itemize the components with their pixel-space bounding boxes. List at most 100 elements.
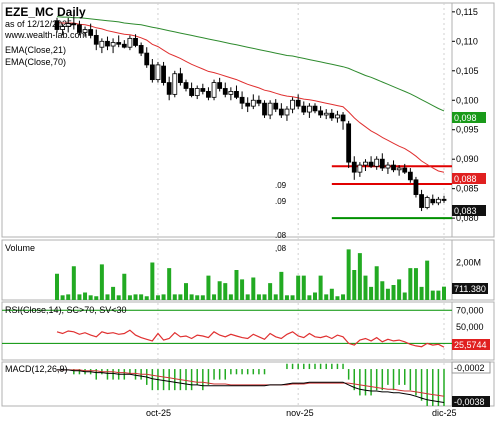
volume-bar: [133, 294, 138, 300]
price-panel: [54, 14, 452, 220]
candle-body: [77, 24, 82, 33]
price-tick-label: 0,090: [456, 154, 479, 164]
macd-value-tag: -0,0002: [451, 361, 491, 374]
volume-bar: [385, 288, 390, 300]
price-tick-label: 0,080: [456, 213, 479, 223]
close-tag-bg: [452, 205, 486, 216]
volume-bar: [324, 294, 329, 300]
volume-bar: [363, 275, 368, 300]
candle-body: [206, 91, 211, 98]
ema21-tag-text: 0,088: [454, 174, 477, 184]
volume-bar: [178, 294, 183, 300]
close-tag-text: 0,083: [454, 206, 477, 216]
candle-body: [211, 82, 217, 98]
candle-body: [413, 179, 419, 195]
panel-frame-0: [1, 2, 495, 238]
rsi-tag-text: 25,5744: [454, 340, 487, 350]
volume-bar: [307, 295, 312, 300]
candle-body: [273, 102, 279, 110]
candle-body: [189, 88, 195, 96]
volume-bar: [189, 294, 194, 300]
ema70-value-tag: 0,098: [452, 112, 486, 123]
candle-body: [82, 29, 88, 33]
candle-body: [335, 114, 340, 119]
macd-signal-line: [57, 369, 445, 397]
volume-bar: [71, 266, 76, 300]
candle-body: [127, 37, 133, 48]
ema21-value-tag: 0,088: [452, 173, 486, 184]
volume-bar: [223, 283, 228, 300]
volume-bar: [94, 296, 99, 300]
macd-tag-text: -0,0002: [454, 363, 485, 373]
candle-body: [295, 99, 301, 107]
candle-body: [391, 164, 396, 171]
volume-bar: [284, 295, 289, 300]
volume-bar: [155, 295, 160, 300]
candle-body: [155, 64, 161, 81]
volume-bar: [240, 279, 245, 300]
volume-bar: [341, 294, 346, 300]
macd-signal-tag-text: -0,0038: [454, 397, 485, 407]
panel-frames: [1, 2, 495, 407]
site-url: www.wealth-lab.com: [4, 30, 87, 40]
volume-bar: [200, 295, 205, 300]
candle-body: [385, 164, 391, 169]
price-tick-label: 0,100: [456, 95, 479, 105]
candle-body: [54, 20, 60, 30]
volume-bar: [127, 295, 132, 300]
candle-body: [177, 73, 183, 83]
volume-bar: [262, 294, 267, 300]
candle-body: [368, 161, 374, 167]
candle-body: [284, 108, 290, 116]
volume-bar: [335, 296, 340, 300]
volume-bar: [66, 294, 71, 300]
volume-bar: [296, 275, 301, 300]
ema70-line: [56, 16, 445, 112]
volume-bar: [301, 275, 306, 300]
candle-body: [166, 82, 172, 95]
price-left-label-3: .08: [275, 231, 287, 240]
candle-body: [379, 158, 385, 169]
candle-body: [290, 99, 295, 110]
volume-bar: [161, 294, 166, 300]
volume-bar: [408, 268, 413, 300]
candle-body: [312, 105, 318, 112]
candle-body: [318, 110, 324, 116]
rsi-value-tag: 25,5744: [452, 339, 490, 350]
volume-bar: [150, 262, 155, 300]
candle-body: [60, 26, 66, 30]
candle-body: [407, 171, 413, 181]
candle-body: [357, 164, 363, 173]
grid-lines: [157, 3, 445, 406]
candle-body: [351, 161, 357, 173]
volume-tag-text: 711.380: [454, 284, 486, 294]
volume-bar: [419, 286, 424, 300]
price-tick-label: 0,105: [456, 66, 479, 76]
macd-line: [57, 369, 445, 403]
volume-bar: [234, 270, 239, 300]
volume-bar: [105, 294, 110, 300]
candle-body: [441, 198, 447, 201]
rsi-panel-label: RSI(Close,14), SC>70, SV<30: [5, 305, 127, 315]
candle-body: [245, 102, 251, 107]
candle-body: [430, 198, 436, 204]
volume-bar: [346, 249, 351, 300]
candle-body: [161, 65, 166, 83]
candle-body: [363, 161, 368, 166]
ema21-line: [56, 22, 445, 173]
volume-bar: [184, 283, 188, 300]
rsi-tick-label-70: 70,000: [456, 305, 484, 315]
candle-body: [138, 45, 144, 54]
volume-panel: [55, 249, 446, 300]
candle-body: [217, 82, 223, 89]
macd-panel: [57, 363, 445, 406]
volume-bar: [357, 253, 362, 300]
volume-bar: [425, 260, 430, 300]
candle-body: [396, 167, 402, 171]
volume-bar: [217, 281, 222, 300]
volume-bar: [318, 275, 323, 300]
price-tick-label: 0,110: [456, 36, 478, 46]
